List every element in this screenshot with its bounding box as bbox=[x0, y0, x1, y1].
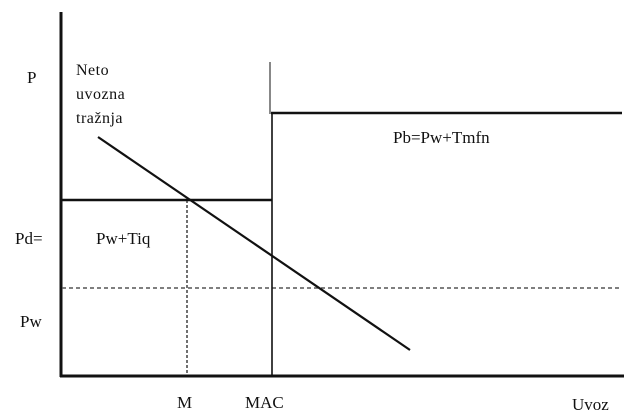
x-label-m: M bbox=[177, 393, 193, 412]
demand-label-line1: Neto bbox=[76, 62, 110, 79]
y-label-pw: Pw bbox=[20, 312, 42, 331]
y-label-p: P bbox=[27, 68, 37, 87]
pd-value-label: Pw+Tiq bbox=[96, 229, 151, 248]
pb-label: Pb=Pw+Tmfn bbox=[393, 128, 490, 147]
y-label-pd: Pd= bbox=[15, 229, 43, 248]
x-label-mac: MAC bbox=[245, 393, 284, 412]
demand-label-line2: uvozna bbox=[76, 86, 126, 103]
demand-label-line3: tražnja bbox=[76, 110, 124, 127]
x-label-uvoz: Uvoz bbox=[572, 395, 609, 414]
net-import-demand-line bbox=[97, 136, 411, 351]
